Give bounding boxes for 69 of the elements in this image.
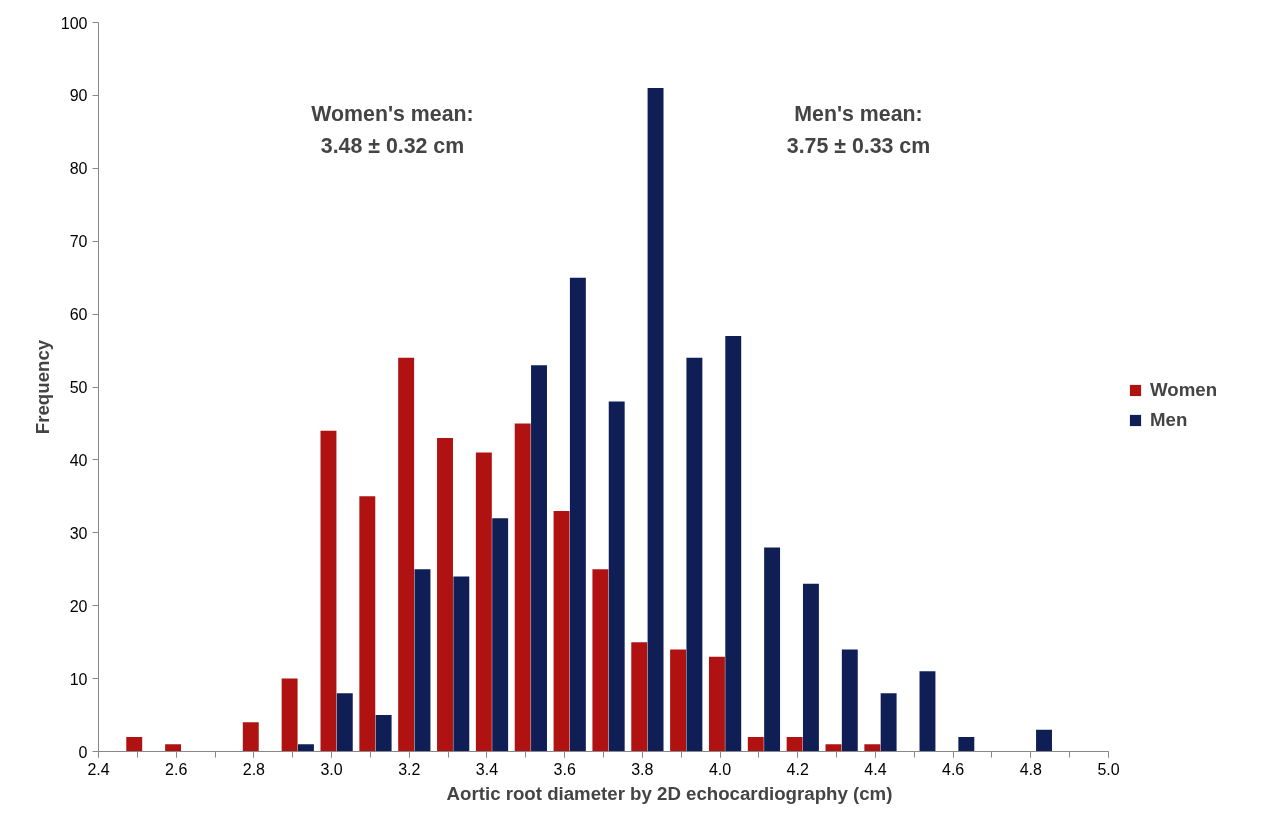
bar xyxy=(880,693,897,752)
bar xyxy=(686,357,703,752)
x-axis-title: Aortic root diameter by 2D echocardiography (cm) xyxy=(446,782,893,804)
bar xyxy=(165,744,182,752)
bar xyxy=(414,569,431,752)
bar xyxy=(281,678,298,752)
bar xyxy=(320,430,337,752)
y-tick-label: 0 xyxy=(78,743,88,761)
bar xyxy=(747,736,764,752)
bar xyxy=(670,649,687,752)
bar xyxy=(531,365,547,752)
bar xyxy=(375,715,392,752)
bar xyxy=(864,744,881,752)
bar xyxy=(825,744,842,752)
x-tick-label: 4.6 xyxy=(941,760,965,778)
annotation: Women's mean: 3.48 ± 0.32 cm xyxy=(311,101,474,158)
y-axis-title: Frequency xyxy=(31,339,53,435)
y-tick-label: 100 xyxy=(60,14,88,32)
bar xyxy=(126,736,143,752)
legend-label: Men xyxy=(1150,409,1188,431)
x-tick-label: 3.8 xyxy=(631,760,654,778)
bar xyxy=(569,277,586,752)
y-tick-label: 70 xyxy=(69,233,88,251)
x-tick-label: 5.0 xyxy=(1097,760,1120,778)
bar xyxy=(631,642,648,752)
y-tick-label: 30 xyxy=(69,524,88,542)
x-tick-label: 2.6 xyxy=(165,760,188,778)
y-tick-label: 20 xyxy=(69,597,88,615)
x-tick-label: 2.4 xyxy=(87,760,110,778)
bar xyxy=(608,401,625,752)
x-tick-label: 4.0 xyxy=(708,760,732,778)
bar xyxy=(764,547,781,752)
bar xyxy=(708,656,725,752)
bar xyxy=(242,722,259,752)
bar xyxy=(647,88,664,752)
bar xyxy=(841,649,858,752)
x-tick-label: 3.2 xyxy=(398,760,421,778)
annotation: Men's mean: 3.75 ± 0.33 cm xyxy=(786,101,931,158)
x-tick-label: 4.2 xyxy=(786,760,809,778)
y-tick-label: 90 xyxy=(69,87,88,105)
bar xyxy=(453,576,470,752)
x-tick-label: 3.0 xyxy=(320,760,343,778)
y-tick-label: 60 xyxy=(69,306,88,324)
bar xyxy=(359,496,376,752)
bar xyxy=(802,583,819,752)
y-tick-label: 10 xyxy=(69,670,88,688)
bar xyxy=(919,671,936,752)
x-tick-label: 3.4 xyxy=(475,760,499,778)
bar xyxy=(725,335,742,752)
y-tick-label: 80 xyxy=(69,160,88,178)
bar xyxy=(492,518,509,752)
bar xyxy=(786,736,803,752)
bar xyxy=(437,438,453,752)
bar xyxy=(553,510,570,752)
y-tick-label: 50 xyxy=(69,379,88,396)
x-tick-label: 4.4 xyxy=(864,760,887,778)
bar xyxy=(297,744,314,752)
bar xyxy=(398,357,415,752)
bar xyxy=(514,423,531,752)
bar xyxy=(592,569,609,752)
x-tick-label: 2.8 xyxy=(242,760,266,778)
y-tick-label: 40 xyxy=(69,451,88,469)
bar xyxy=(336,693,353,752)
legend-label: Women xyxy=(1150,379,1218,401)
bar xyxy=(475,452,492,752)
x-tick-label: 4.8 xyxy=(1019,760,1043,778)
bar xyxy=(1036,729,1052,752)
bar xyxy=(958,736,975,752)
x-tick-label: 3.6 xyxy=(553,760,576,778)
